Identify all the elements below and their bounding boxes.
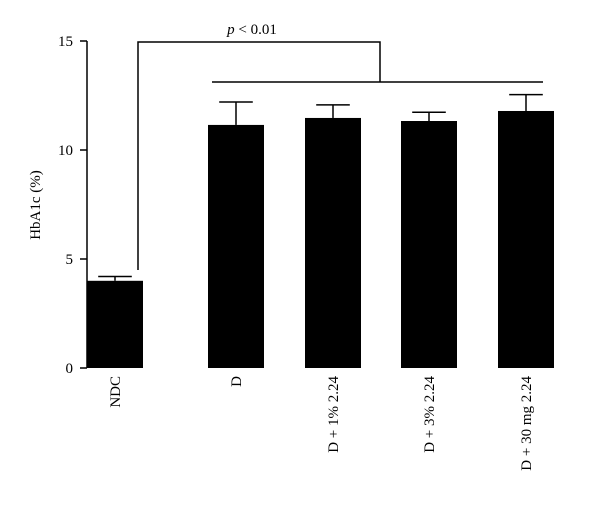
bar xyxy=(208,124,264,369)
x-tick-label: D + 3% 2.24 xyxy=(422,376,438,453)
y-tick-label: 15 xyxy=(58,34,73,50)
bar xyxy=(401,121,457,368)
bar xyxy=(87,280,143,368)
x-tick-label: NDC xyxy=(108,376,124,408)
y-tick-label: 0 xyxy=(66,361,74,377)
annotation-symbol: p xyxy=(226,22,235,38)
significance-bracket xyxy=(137,41,543,270)
bar xyxy=(305,117,361,368)
y-tick-label: 10 xyxy=(58,143,73,159)
annotation: p < 0.01 xyxy=(226,22,277,38)
y-axis-label: HbA1c (%) xyxy=(28,170,44,240)
annotation-text: < 0.01 xyxy=(238,22,276,38)
x-tick-label: D xyxy=(229,376,245,387)
bracket-line xyxy=(137,41,381,270)
x-tick-label: D + 1% 2.24 xyxy=(326,376,342,453)
x-tick-label: D + 30 mg 2.24 xyxy=(519,376,535,471)
bar xyxy=(498,110,554,368)
y-tick-label: 5 xyxy=(66,252,74,268)
